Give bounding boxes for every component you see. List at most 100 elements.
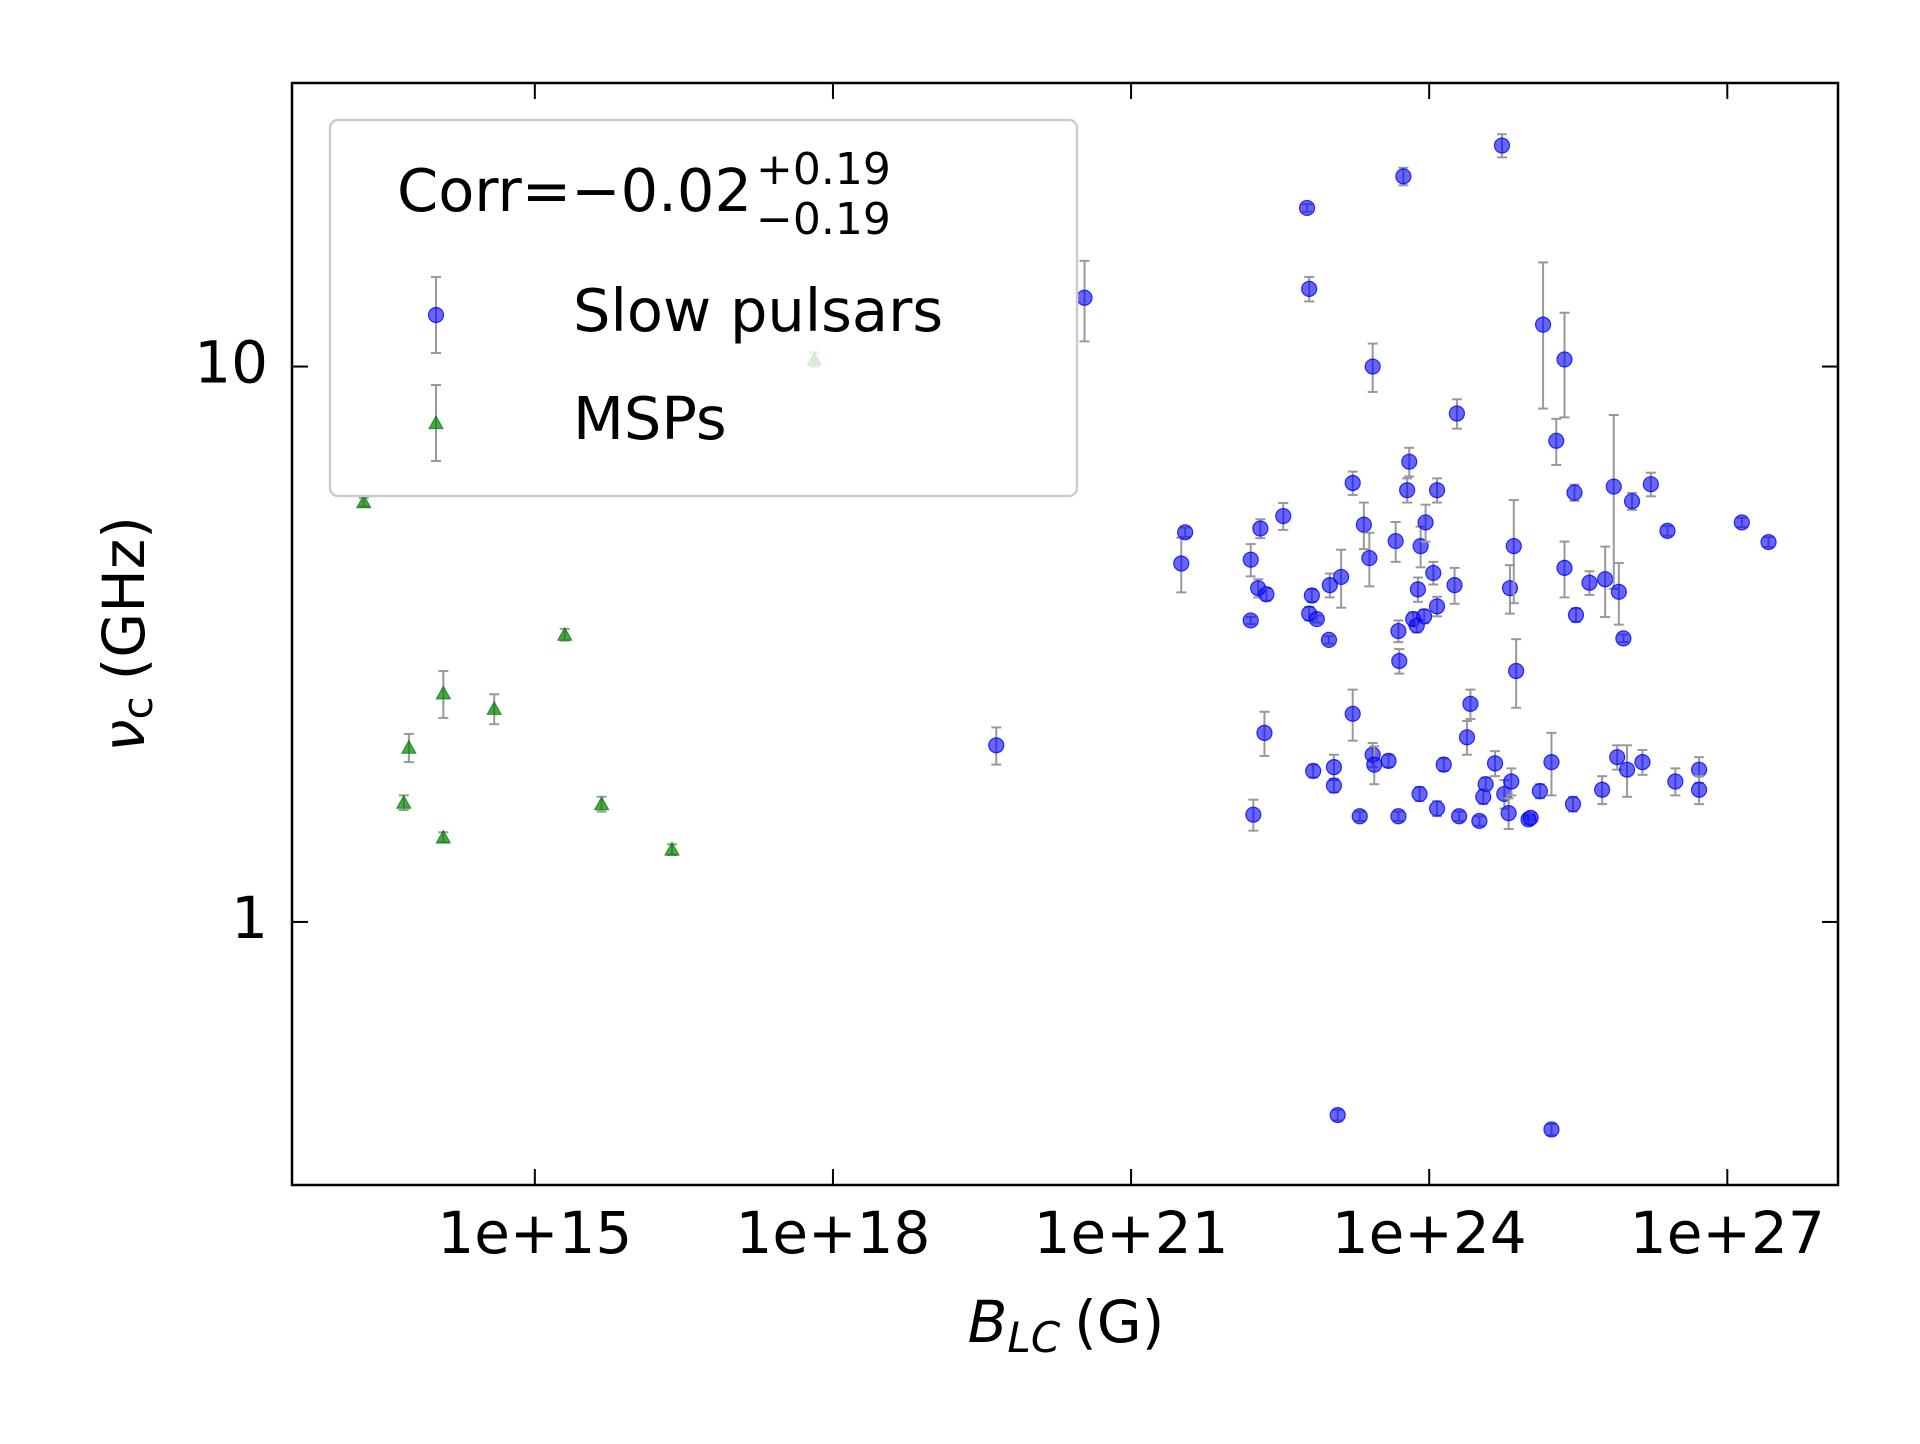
point: [1493, 137, 1511, 154]
point: [1344, 474, 1361, 492]
point: [1522, 809, 1539, 826]
point: [1500, 805, 1517, 822]
point: [1508, 662, 1525, 680]
point: [1448, 405, 1465, 422]
point: [1486, 755, 1504, 772]
legend-marker: [428, 414, 444, 430]
point: [1275, 507, 1292, 525]
point: [395, 794, 412, 809]
legend-marker: [427, 306, 445, 324]
point: [1390, 622, 1407, 640]
legend-title: Corr=−0.02: [397, 156, 752, 225]
point: [1242, 612, 1259, 629]
point: [1505, 538, 1522, 555]
y-tick-label: 1: [231, 884, 268, 952]
point: [1320, 631, 1338, 648]
point: [556, 626, 573, 641]
point: [486, 700, 503, 715]
point: [1605, 478, 1622, 495]
point: [1733, 514, 1750, 531]
point: [1256, 724, 1273, 741]
legend-box: [328, 118, 1079, 498]
point: [1425, 564, 1442, 582]
point: [1451, 808, 1468, 825]
point: [1690, 761, 1708, 778]
point: [1301, 280, 1318, 297]
point: [1325, 759, 1343, 776]
point: [1462, 695, 1479, 712]
point: [593, 796, 610, 811]
x-tick-label: 1e+18: [735, 1199, 930, 1267]
point: [1252, 520, 1269, 537]
point: [1597, 571, 1614, 588]
point: [1566, 484, 1583, 501]
point: [1245, 806, 1262, 823]
y-axis-label: νc (GHz): [90, 516, 161, 752]
point: [1556, 559, 1573, 576]
point: [1548, 432, 1565, 449]
point: [1416, 608, 1433, 625]
point: [1594, 781, 1611, 798]
point: [1534, 316, 1552, 333]
x-tick-label: 1e+15: [437, 1199, 632, 1267]
point: [435, 685, 452, 700]
point: [1642, 476, 1659, 493]
point: [1305, 762, 1322, 780]
legend-title-sup: +0.19: [756, 144, 891, 195]
point: [1329, 1106, 1346, 1124]
point: [1321, 577, 1338, 594]
point: [1667, 773, 1684, 790]
point: [1564, 795, 1582, 813]
x-label-subscript: LC: [1007, 1313, 1060, 1362]
point: [1428, 598, 1446, 615]
point: [1435, 756, 1452, 773]
point: [1364, 358, 1381, 375]
point: [1401, 453, 1418, 470]
point: [1355, 516, 1372, 533]
x-axis-label: BLC (G): [968, 1288, 1165, 1361]
point: [1390, 808, 1407, 825]
error-bar: [1538, 261, 1549, 410]
point: [1610, 583, 1627, 600]
point: [1409, 581, 1427, 598]
point: [1458, 729, 1476, 746]
point: [1618, 761, 1636, 778]
point: [1177, 524, 1194, 541]
point: [1303, 587, 1320, 604]
point: [1428, 482, 1446, 499]
point: [1446, 577, 1463, 594]
point: [1543, 1121, 1560, 1138]
y-label-symbol: ν: [90, 719, 158, 751]
point: [1333, 568, 1350, 586]
point: [1556, 351, 1573, 368]
legend-label: MSPs: [573, 384, 727, 453]
x-label-unit: (G): [1074, 1288, 1164, 1356]
point: [1242, 551, 1259, 568]
point: [1258, 586, 1275, 603]
point: [1298, 199, 1316, 217]
point: [1477, 776, 1494, 793]
x-label-symbol: B: [968, 1288, 1008, 1356]
x-tick-label: 1e+27: [1630, 1199, 1825, 1267]
point: [1531, 783, 1548, 800]
point: [1308, 610, 1325, 628]
point: [1501, 580, 1519, 597]
point: [1634, 753, 1651, 771]
point: [401, 739, 417, 754]
point: [1609, 749, 1626, 766]
legend-label: Slow pulsars: [573, 276, 943, 345]
point: [1173, 555, 1190, 572]
point: [435, 829, 452, 844]
y-label-subscript: c: [113, 696, 162, 719]
point: [1361, 549, 1378, 567]
point: [1387, 532, 1404, 550]
point: [1399, 482, 1416, 499]
point: [1581, 574, 1598, 591]
point: [1623, 493, 1641, 510]
point: [1344, 705, 1361, 722]
point: [1471, 812, 1488, 830]
point: [1659, 522, 1676, 539]
point: [355, 494, 372, 509]
point: [1076, 289, 1093, 306]
